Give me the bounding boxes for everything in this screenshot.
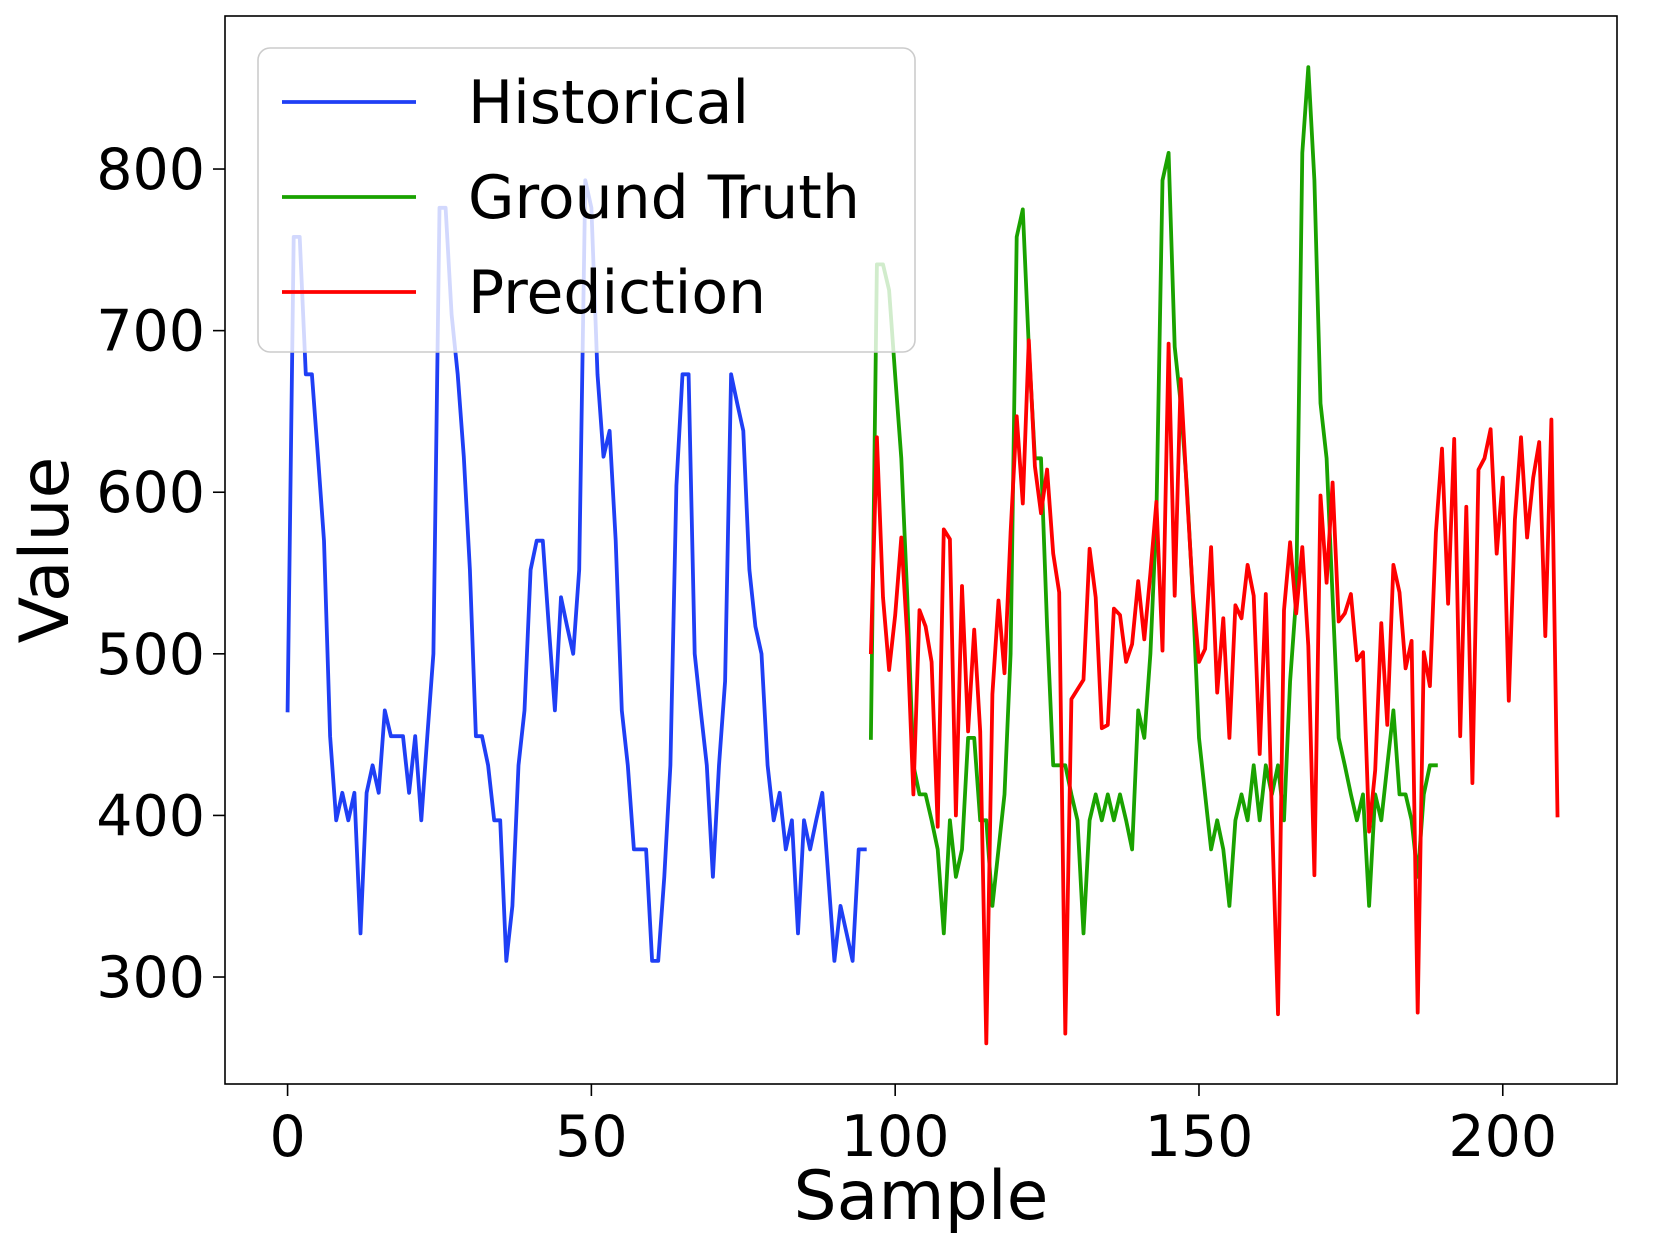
series-line-ground-truth <box>868 65 1438 936</box>
series-line-prediction <box>868 338 1560 1046</box>
legend-label-historical: Historical <box>468 68 749 138</box>
series-layer <box>285 65 1560 1046</box>
x-tick-label: 0 <box>269 1104 305 1170</box>
y-tick-label: 300 <box>96 945 205 1011</box>
y-tick-label: 800 <box>96 137 205 203</box>
y-tick-label: 400 <box>96 783 205 849</box>
y-tick-label: 700 <box>96 299 205 365</box>
plot-frame <box>224 15 1618 1085</box>
y-tick-label: 600 <box>96 460 205 526</box>
legend-label-ground-truth: Ground Truth <box>468 163 860 233</box>
legend-label-prediction: Prediction <box>468 258 766 328</box>
x-tick-label: 100 <box>841 1104 950 1170</box>
series-line-historical <box>285 178 867 963</box>
legend-box <box>257 47 916 353</box>
x-axis-ticks: 0 50 100 150 200 <box>269 1084 1557 1170</box>
legend: Historical Ground Truth Prediction <box>257 47 916 353</box>
y-axis-label: Value <box>6 457 85 644</box>
x-tick-label: 200 <box>1448 1104 1557 1170</box>
y-tick-label: 500 <box>96 622 205 688</box>
y-axis-ticks: 300 400 500 600 700 800 <box>96 137 225 1011</box>
x-axis-label: Sample <box>794 1157 1049 1236</box>
x-tick-label: 50 <box>555 1104 628 1170</box>
x-tick-label: 150 <box>1145 1104 1254 1170</box>
